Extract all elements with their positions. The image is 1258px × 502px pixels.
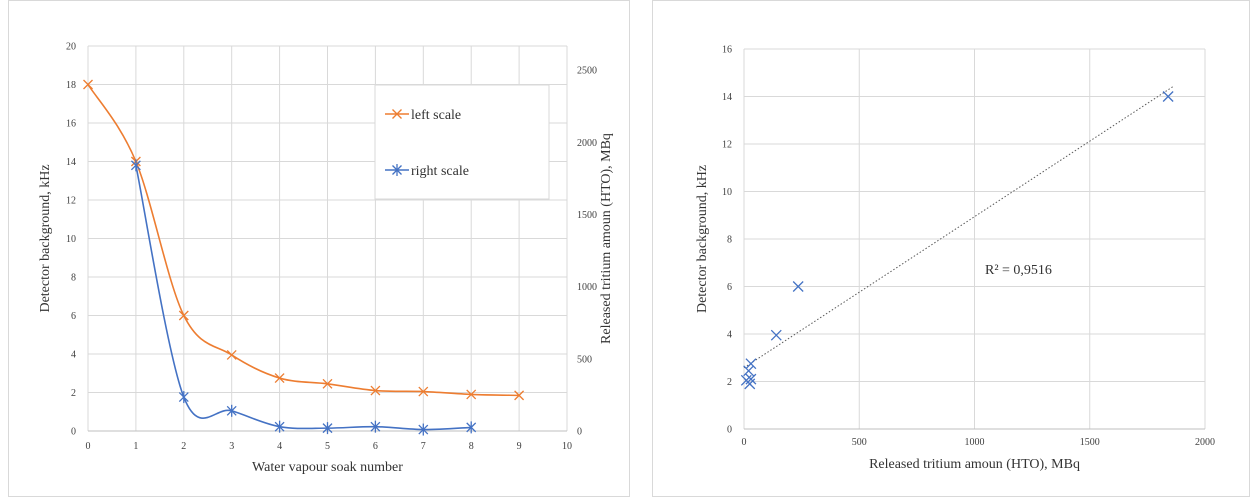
y2-tick-label: 1500 [577,210,597,221]
data-point-marker [322,422,333,435]
legend-label: left scale [411,108,461,123]
data-point-marker [178,310,189,321]
y-tick-label: 16 [722,45,732,56]
y2-tick-label: 0 [577,427,582,438]
scatter-point [745,358,757,370]
x-axis-label: Released tritium amoun (HTO), MBq [869,457,1080,472]
x-tick-label: 3 [229,441,234,452]
x-tick-label: 8 [469,441,474,452]
x-tick-label: 1500 [1080,437,1100,448]
x-axis-label: Water vapour soak number [252,460,403,475]
y-tick-label: 4 [71,350,76,361]
legend-marker [392,109,402,119]
x-tick-label: 2000 [1195,437,1215,448]
y-tick-label: 14 [66,157,76,168]
y-tick-label: 4 [727,330,732,341]
data-point-marker [370,420,381,433]
x-tick-label: 0 [86,441,91,452]
data-point-marker [178,391,189,404]
x-tick-label: 1 [133,441,138,452]
data-point-marker [418,423,429,436]
trendline [743,86,1174,369]
y2-tick-label: 500 [577,354,592,365]
data-point-marker [274,373,285,384]
y-tick-label: 16 [66,119,76,130]
data-point-marker [274,420,285,433]
scatter-point [744,378,756,390]
data-point-marker [466,389,477,400]
x-tick-label: 5 [325,441,330,452]
x-tick-label: 10 [562,441,572,452]
scatter-point [770,329,782,341]
y-tick-label: 12 [722,140,732,151]
data-point-marker [226,350,237,360]
y2-axis-label: Released tritium amoun (HTO), MBq [599,133,614,344]
y-tick-label: 0 [727,425,732,436]
y-tick-label: 2 [727,377,732,388]
x-tick-label: 0 [742,437,747,448]
data-point-marker [130,159,141,172]
data-point-marker [514,390,525,401]
y-tick-label: 2 [71,388,76,399]
data-point-marker [226,404,237,417]
data-point-marker [418,386,429,397]
y-tick-label: 18 [66,80,76,91]
y2-tick-label: 2500 [577,66,597,77]
data-point-marker [83,79,93,90]
chart-panel-right: 0 2 4 6 8 10 12 14 16 0 500 1000 1500 2000 R² = 0,9516… [652,0,1250,497]
y-tick-label: 8 [71,273,76,284]
chart-panel-left: 0 2 4 6 8 10 12 14 16 18 20 0 1 2 3 4 5 6 7 8 9 10 0 500 1000 150… [8,0,630,497]
x-tick-label: 1000 [965,437,985,448]
x-tick-label: 7 [421,441,426,452]
data-point-marker [322,378,333,389]
y2-tick-label: 2000 [577,138,597,149]
scatter-point [792,281,804,292]
x-tick-label: 4 [277,441,282,452]
r-squared-annotation: R² = 0,9516 [985,263,1052,278]
scatter-point [1162,91,1174,102]
legend-marker [392,164,402,176]
y-tick-label: 20 [66,42,76,53]
scatter-point [743,365,755,377]
data-point-marker [370,385,381,396]
y-tick-label: 10 [66,234,76,245]
data-point-marker [466,421,477,434]
scatter-chart: 0 2 4 6 8 10 12 14 16 0 500 1000 1500 2000 R² = 0,9516… [695,45,1215,473]
y-tick-label: 6 [71,311,76,322]
legend-box [374,84,550,200]
x-tick-label: 9 [517,441,522,452]
legend-label: right scale [411,164,469,179]
y-axis-label: Detector background, kHz [695,165,710,313]
y-axis-label: Detector background, kHz [38,164,53,312]
y2-tick-label: 1000 [577,282,597,293]
y-tick-label: 14 [722,92,732,103]
y-tick-label: 0 [71,427,76,438]
y-tick-label: 6 [727,282,732,293]
y-tick-label: 12 [66,196,76,207]
y-tick-label: 10 [722,187,732,198]
y-tick-label: 8 [727,235,732,246]
x-tick-label: 6 [373,441,378,452]
x-tick-label: 2 [181,441,186,452]
x-tick-label: 500 [852,437,867,448]
